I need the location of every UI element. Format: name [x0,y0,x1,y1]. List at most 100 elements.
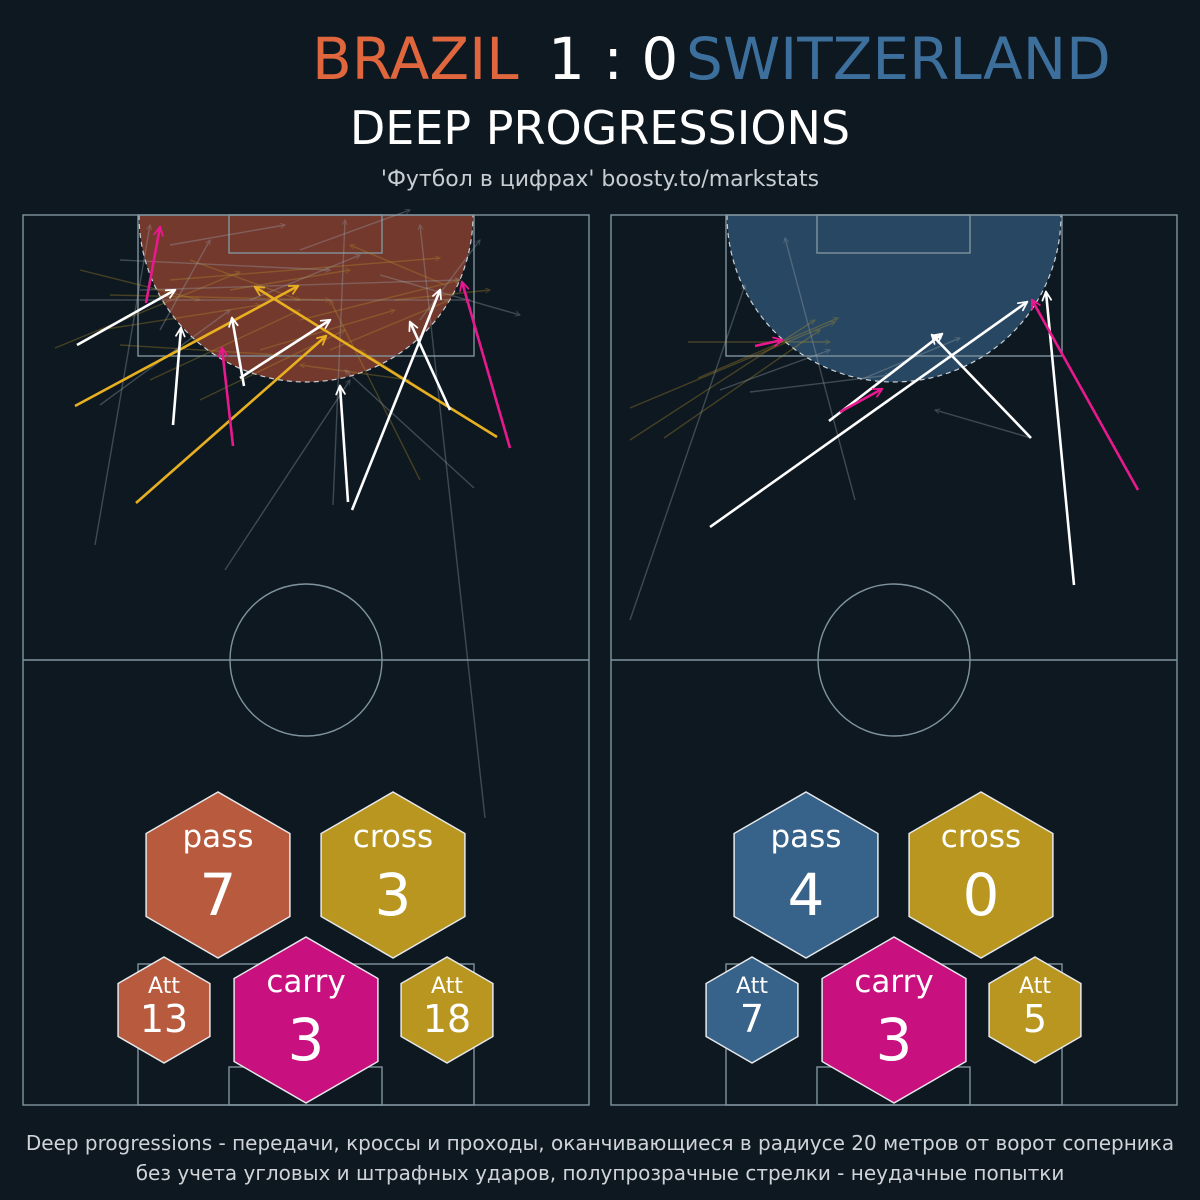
stat-label: pass [771,819,842,855]
hexagon-shape [821,936,967,1104]
failed-cross-arrow [299,362,411,381]
carry-arrow [754,336,784,348]
pass-arrow [228,316,246,387]
stat-value: 18 [423,997,471,1041]
center-circle [229,583,383,737]
chart-subtitle: DEEP PROGRESSIONS [349,101,851,155]
hexagon-shape [145,791,291,959]
stat-label: Att [431,974,463,999]
pass-arrow [171,326,186,426]
credit-line: 'Футбол в цифрах' boosty.to/markstats [380,167,820,192]
deep-zone [727,215,1061,382]
failed-cross-arrow [629,319,816,441]
failed-cross-arrow [229,267,351,291]
carry-arrow [1030,298,1140,491]
deep-zone [139,215,473,382]
hexagon-shape [320,791,466,959]
failed-cross-arrow [697,317,839,379]
stat-value: 3 [288,1006,325,1074]
deep-zone-border [138,214,474,383]
failed-pass-arrow [94,224,153,546]
stat-value: 3 [876,1006,913,1074]
hexagon-shape [233,936,379,1104]
stat-cross-hexagon: cross 3 [320,791,466,959]
stat-carry-hexagon: carry 3 [821,936,967,1104]
stat-carry-hexagon: carry 3 [233,936,379,1104]
failed-pass-arrow [379,274,521,317]
failed-pass-arrow [344,369,475,489]
stat-value: 13 [140,997,188,1041]
stat-value: 7 [740,997,764,1041]
stat-cross-hexagon: cross 0 [908,791,1054,959]
stat-value: 3 [375,861,412,929]
failed-pass-arrow [159,239,211,331]
failed-cross-arrow [119,344,281,358]
failed-pass-arrow [299,208,411,251]
goal-area-top [816,214,971,254]
failed-cross-arrow [259,308,396,351]
footnote-line-2: без учета угловых и штрафных ударов, пол… [135,1161,1065,1185]
failed-cross-arrow [54,271,241,349]
failed-pass-arrow [719,348,831,391]
failed-cross-arrow [349,244,446,286]
pass-arrow [1041,290,1076,586]
pass-arrow [350,288,442,511]
failed-pass-arrow [119,259,331,273]
away-team-name: SWITZERLAND [686,25,1111,93]
stat-label: Att [736,974,768,999]
stat-value: 5 [1023,997,1047,1041]
carry-arrow [839,387,884,414]
failed-cross-arrow [394,287,491,301]
failed-cross-arrow [169,255,441,281]
footnote: Deep progressions - передачи, кроссы и п… [0,1128,1200,1188]
footnote-line-1: Deep progressions - передачи, кроссы и п… [25,1131,1175,1155]
hexagon-shape [733,791,879,959]
pass-arrow [335,384,350,503]
failed-pass-arrow [419,239,481,321]
failed-pass-arrow [417,224,486,819]
pass-arrow [408,320,452,411]
failed-pass-arrow [169,222,286,246]
carry-arrow [144,225,164,304]
stat-label: carry [854,964,933,1000]
failed-pass-arrow [629,284,747,621]
failed-cross-arrow [329,299,451,351]
stat-pass-hexagon: pass 7 [145,791,291,959]
failed-cross-arrow [629,321,836,409]
stat-label: cross [941,819,1021,855]
stat-label: Att [1019,974,1051,999]
hexagon-shape [908,791,1054,959]
failed-pass-arrow [749,372,891,393]
stat-value: 0 [963,861,1000,929]
hexagon-shape [117,956,211,1064]
carry-arrow [217,346,235,447]
failed-cross-arrow [663,329,821,439]
cross-arrow [253,285,498,439]
stat-label: Att [148,974,180,999]
failed-cross-arrow [149,309,301,381]
hexagon-shape [988,956,1082,1064]
failed-pass-arrow [934,408,1032,439]
stat-label: cross [353,819,433,855]
failed-pass-arrow [249,254,361,301]
home-team-name: BRAZIL [312,25,519,93]
stat-value: 7 [200,861,237,929]
pass-arrow [709,300,1029,529]
pass-arrow [239,318,332,380]
failed-pass-arrow [224,379,351,571]
pass-arrow [930,333,1032,439]
carry-arrow [459,280,512,449]
failed-cross-arrow [99,302,261,331]
failed-cross-arrow [79,269,201,302]
stat-label: carry [266,964,345,1000]
cross-arrow [74,284,300,408]
failed-pass-arrow [332,219,348,506]
hexagon-shape [400,956,494,1064]
match-score: 1 : 0 [548,25,679,93]
